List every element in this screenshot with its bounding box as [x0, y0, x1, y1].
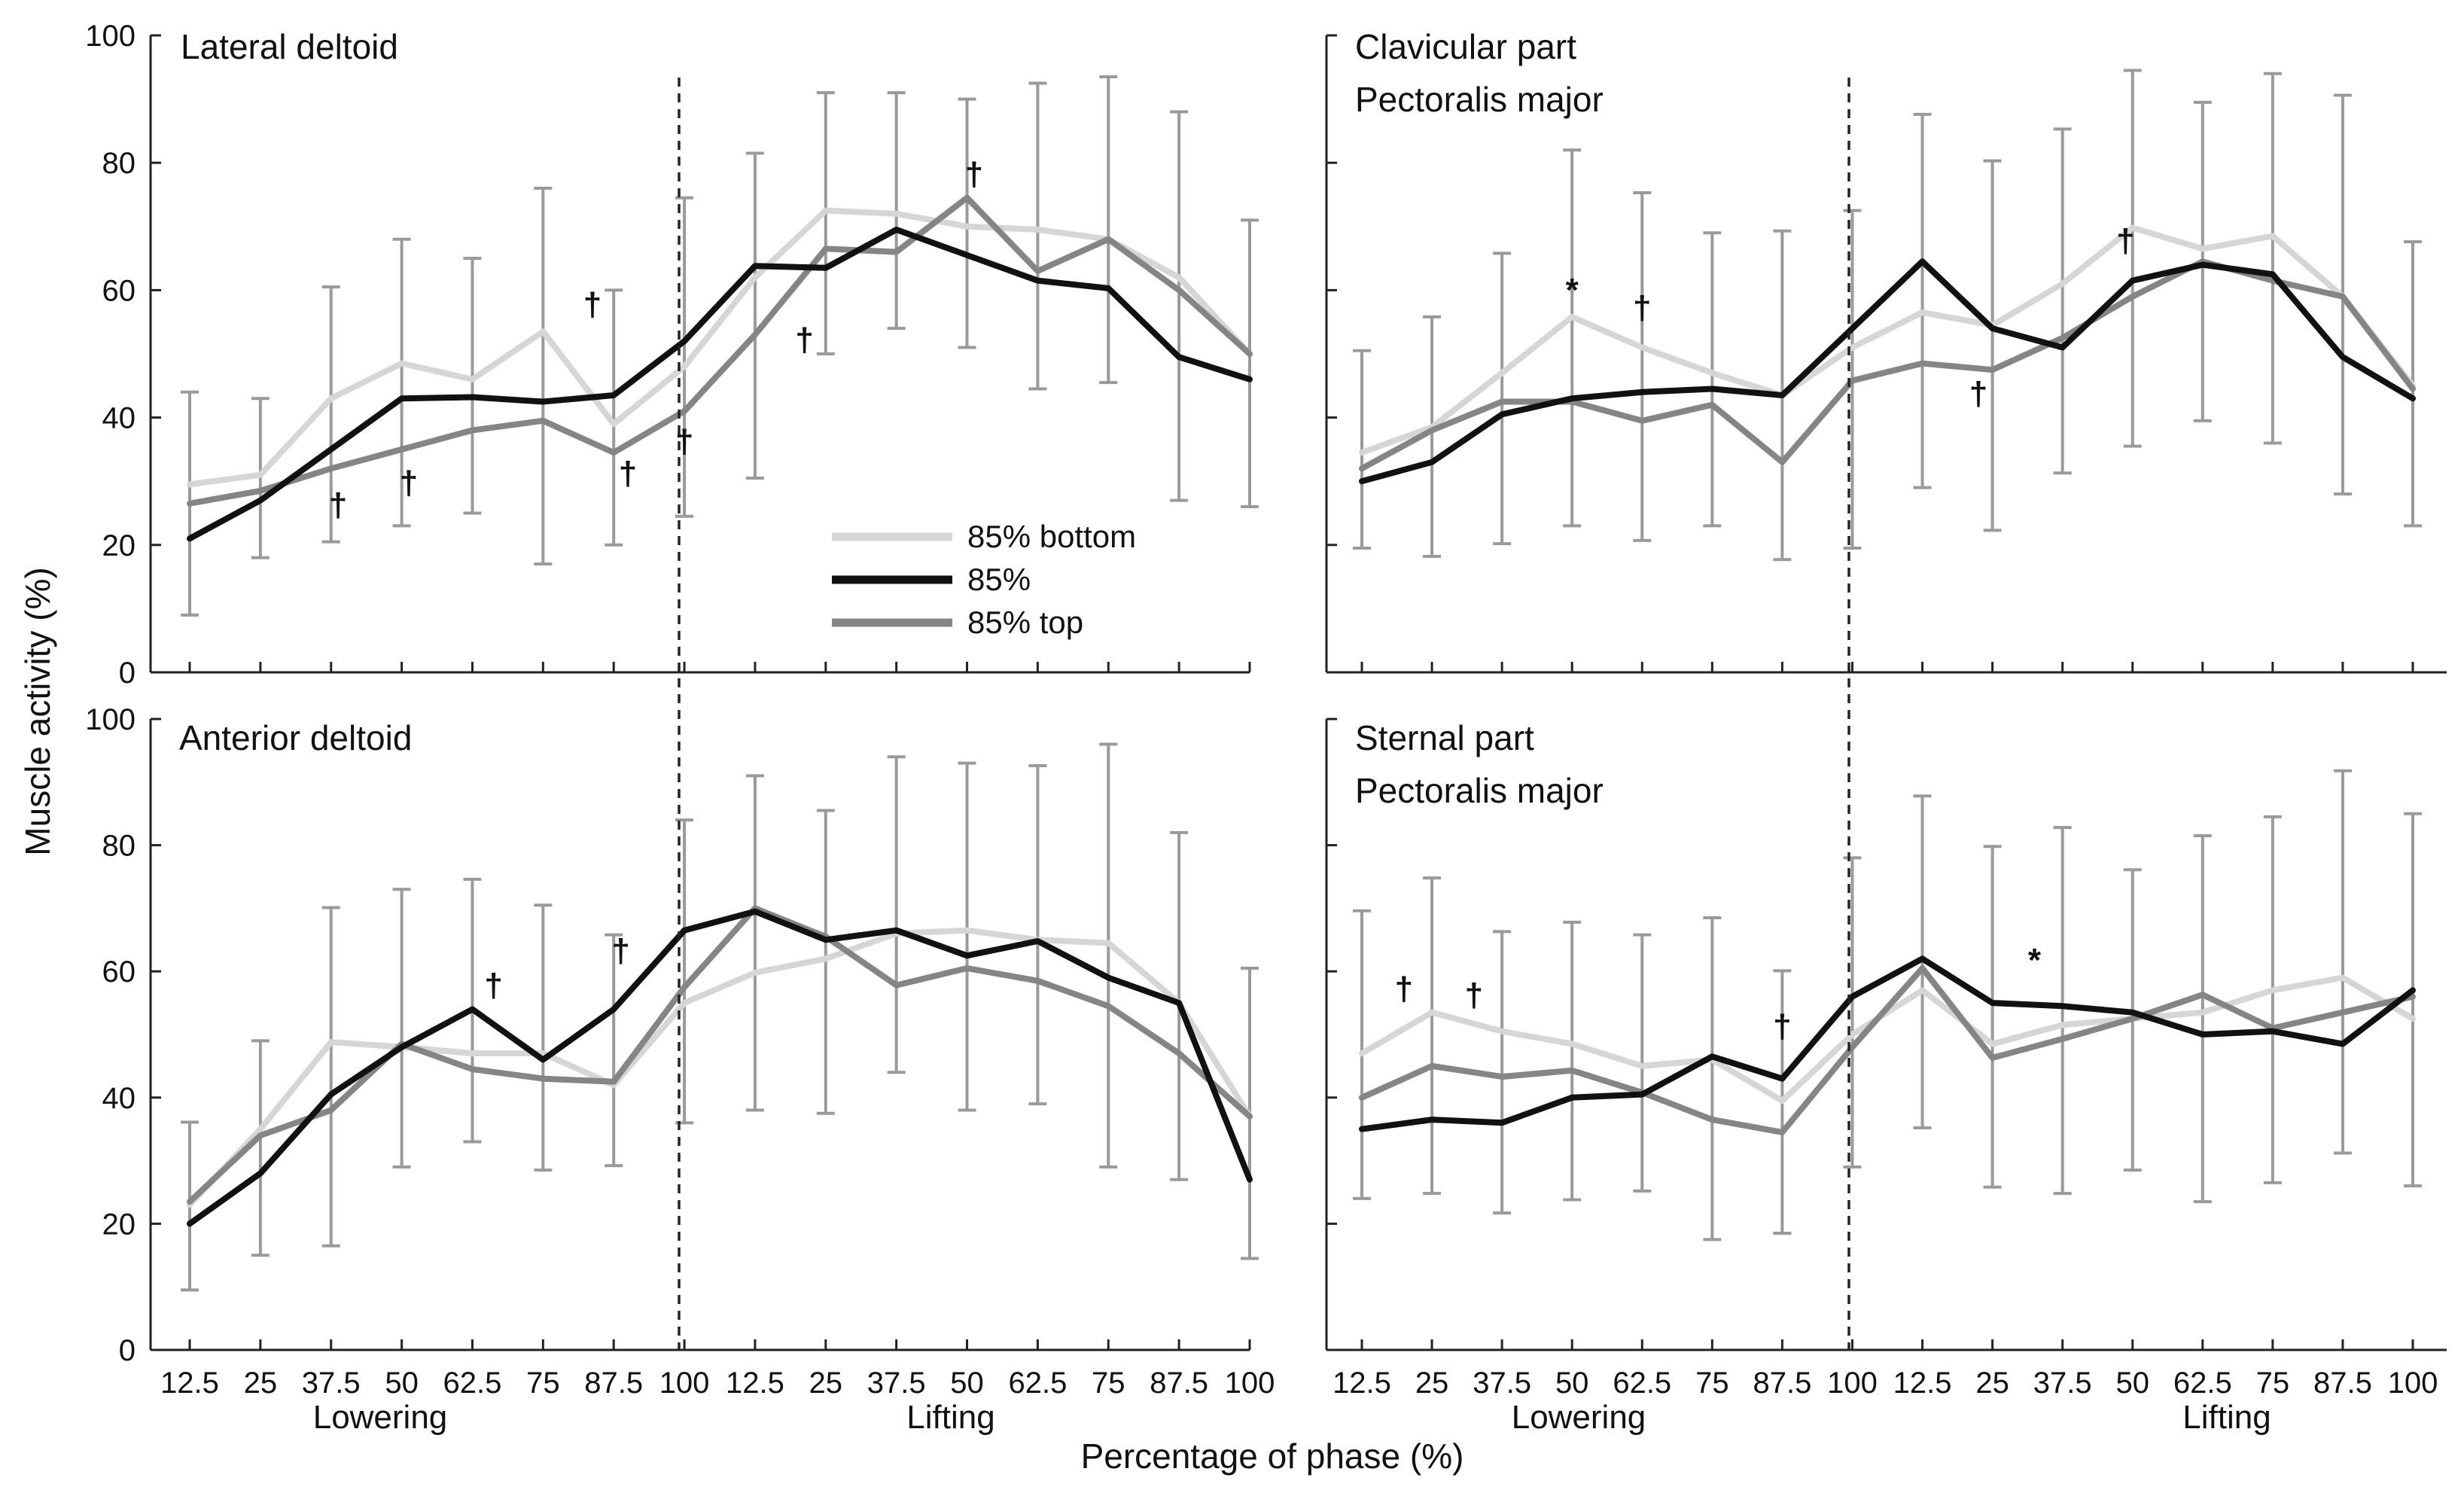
x-tick-label: 37.5 [2033, 1366, 2092, 1400]
significance-dagger: † [1633, 289, 1651, 326]
y-tick-label: 20 [102, 1208, 136, 1241]
x-tick-label: 62.5 [2173, 1366, 2232, 1400]
x-tick-label: 100 [1827, 1366, 1878, 1400]
x-tick-label: 87.5 [1753, 1366, 1811, 1400]
y-tick-label: 80 [102, 830, 136, 863]
significance-dagger: † [1465, 976, 1483, 1013]
x-axis-title: Percentage of phase (%) [1081, 1437, 1464, 1476]
x-tick-label: 75 [526, 1366, 560, 1400]
panel-title-line: Lateral deltoid [181, 27, 398, 66]
series-line-85- [187, 908, 1253, 1227]
y-tick-label: 60 [102, 274, 136, 307]
x-tick-label: 12.5 [160, 1366, 219, 1400]
x-tick-label: 25 [1415, 1366, 1449, 1400]
phase-label-lowering: Lowering [1512, 1399, 1646, 1436]
x-tick-label: 12.5 [1893, 1366, 1952, 1400]
x-tick-label: 100 [2388, 1366, 2438, 1400]
x-tick-label: 87.5 [2313, 1366, 2372, 1400]
y-tick-label: 100 [85, 703, 136, 736]
y-tick-label: 0 [119, 657, 136, 690]
significance-dagger: † [2116, 223, 2134, 260]
significance-dagger: † [583, 286, 602, 323]
legend-label-85: 85% [967, 562, 1031, 597]
series-line-85-bottom [1359, 974, 2416, 1104]
y-tick-label: 60 [102, 955, 136, 989]
y-tick-label: 40 [102, 402, 136, 435]
series-line-85-top [1359, 965, 2416, 1135]
significance-asterisk: * [2028, 942, 2042, 979]
series-line-85- [1359, 955, 2416, 1132]
series-line-85-bottom [187, 207, 1253, 488]
y-tick-label: 0 [119, 1334, 136, 1367]
significance-dagger: † [400, 465, 418, 501]
series-line-85-bottom [1359, 224, 2416, 456]
panel-title-line: Pectoralis major [1355, 80, 1604, 119]
panel-anterior-deltoid: Anterior deltoid 0 20 40 60 80 100 12.5 25 37.5 5… [85, 703, 1275, 1400]
x-tick-label: 100 [659, 1366, 710, 1400]
x-tick-label: 75 [1695, 1366, 1729, 1400]
significance-dagger: † [484, 967, 502, 1004]
x-tick-label: 37.5 [1473, 1366, 1531, 1400]
significance-dagger: † [619, 455, 637, 492]
x-tick-label: 37.5 [302, 1366, 361, 1400]
panel-title-line: Pectoralis major [1355, 771, 1604, 810]
x-tick-label: 50 [2115, 1366, 2149, 1400]
legend: 85% bottom 85% 85% top [832, 519, 1136, 640]
series-line-85-bottom [187, 927, 1253, 1208]
significance-dagger: † [329, 487, 347, 524]
legend-label-85-top: 85% top [967, 605, 1083, 640]
panel-clavicular-pectoralis: Clavicular part Pectoralis major * † † † [1325, 27, 2447, 674]
significance-dagger: † [965, 156, 983, 193]
phase-label-lifting: Lifting [906, 1399, 994, 1436]
x-tick-label: 50 [950, 1366, 984, 1400]
x-tick-label: 62.5 [443, 1366, 502, 1400]
significance-asterisk: * [1566, 272, 1579, 309]
panel-title-line: Sternal part [1355, 718, 1534, 757]
significance-dagger: † [1395, 970, 1413, 1007]
series-line-85- [1359, 258, 2416, 485]
x-tick-label: 25 [809, 1366, 843, 1400]
series-line-85-top [187, 194, 1253, 507]
x-tick-label: 62.5 [1613, 1366, 1671, 1400]
x-tick-label: 25 [1975, 1366, 2009, 1400]
series-line-85-top [187, 905, 1253, 1205]
phase-label-lifting: Lifting [2182, 1399, 2271, 1436]
significance-dagger: † [1773, 1008, 1791, 1045]
x-tick-label: 75 [2256, 1366, 2290, 1400]
x-tick-label: 100 [1225, 1366, 1275, 1400]
phase-label-lowering: Lowering [313, 1399, 448, 1436]
significance-dagger: † [1969, 376, 1987, 413]
x-tick-label: 25 [244, 1366, 278, 1400]
x-tick-label: 50 [385, 1366, 419, 1400]
y-tick-label: 40 [102, 1082, 136, 1115]
panel-sternal-pectoralis: Sternal part Pectoralis major 12.5 25 37.5… [1325, 718, 2447, 1400]
significance-dagger: † [611, 933, 629, 970]
x-tick-label: 50 [1555, 1366, 1589, 1400]
x-tick-label: 87.5 [584, 1366, 643, 1400]
y-axis-title: Muscle activity (%) [18, 567, 57, 855]
series-line-85- [187, 227, 1253, 542]
panel-title-line: Clavicular part [1355, 27, 1576, 66]
x-tick-label: 37.5 [867, 1366, 926, 1400]
panel-title-line: Anterior deltoid [179, 718, 412, 757]
significance-dagger: † [795, 321, 813, 358]
x-tick-label: 62.5 [1008, 1366, 1067, 1400]
x-tick-label: 12.5 [726, 1366, 784, 1400]
y-tick-label: 100 [85, 20, 136, 53]
legend-label-85-bottom: 85% bottom [967, 519, 1136, 554]
y-tick-label: 80 [102, 147, 136, 180]
x-tick-label: 12.5 [1333, 1366, 1391, 1400]
y-tick-label: 20 [102, 529, 136, 562]
x-tick-label: 87.5 [1150, 1366, 1208, 1400]
x-tick-label: 75 [1092, 1366, 1125, 1400]
